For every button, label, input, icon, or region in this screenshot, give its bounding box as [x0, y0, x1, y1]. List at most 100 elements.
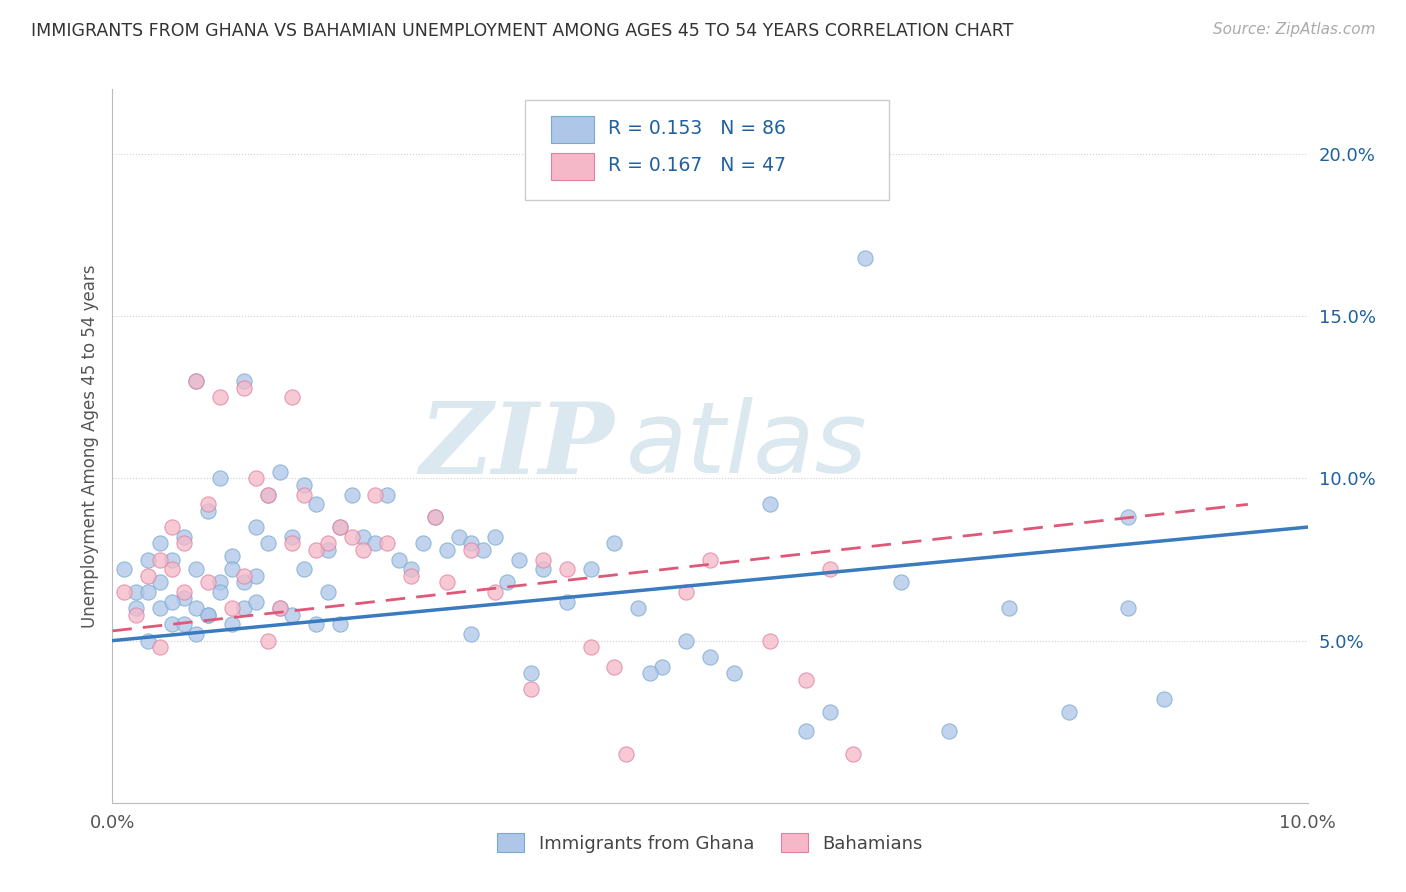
Point — [149, 601, 172, 615]
Point — [197, 607, 219, 622]
Point — [257, 488, 280, 502]
Point — [401, 562, 423, 576]
Point — [531, 562, 554, 576]
Point — [186, 601, 208, 615]
Point — [114, 585, 135, 599]
Point — [233, 601, 256, 615]
Point — [292, 488, 315, 502]
Point — [484, 530, 506, 544]
Point — [412, 536, 434, 550]
Point — [603, 536, 626, 550]
Point — [675, 585, 697, 599]
Point — [449, 530, 471, 544]
Point — [998, 601, 1021, 615]
Point — [233, 381, 256, 395]
Point — [197, 575, 219, 590]
Point — [257, 488, 280, 502]
Point — [340, 530, 363, 544]
Text: atlas: atlas — [627, 398, 868, 494]
Point — [162, 617, 183, 632]
Point — [842, 747, 865, 761]
Y-axis label: Unemployment Among Ages 45 to 54 years: Unemployment Among Ages 45 to 54 years — [80, 264, 98, 628]
Point — [531, 552, 554, 566]
Point — [364, 536, 387, 550]
Point — [555, 595, 578, 609]
Point — [186, 562, 208, 576]
Point — [209, 585, 232, 599]
Point — [125, 585, 148, 599]
Point — [1118, 510, 1140, 524]
Point — [233, 568, 256, 582]
Point — [281, 390, 304, 404]
Point — [484, 585, 506, 599]
Point — [186, 627, 208, 641]
Point — [627, 601, 650, 615]
FancyBboxPatch shape — [551, 116, 595, 143]
Point — [221, 562, 243, 576]
Point — [794, 724, 817, 739]
Point — [364, 488, 387, 502]
Point — [221, 549, 243, 564]
Point — [114, 562, 135, 576]
Point — [305, 617, 328, 632]
Text: R = 0.167   N = 47: R = 0.167 N = 47 — [609, 156, 786, 175]
Point — [460, 627, 482, 641]
Point — [233, 575, 256, 590]
Point — [377, 536, 399, 550]
Point — [173, 530, 195, 544]
Point — [699, 649, 721, 664]
Point — [173, 536, 195, 550]
Point — [162, 552, 183, 566]
Point — [162, 595, 183, 609]
Point — [675, 633, 697, 648]
Point — [353, 530, 375, 544]
Point — [209, 575, 232, 590]
Point — [818, 705, 841, 719]
Text: R = 0.153   N = 86: R = 0.153 N = 86 — [609, 119, 786, 138]
Point — [186, 374, 208, 388]
Point — [1153, 692, 1175, 706]
Point — [377, 488, 399, 502]
FancyBboxPatch shape — [551, 153, 595, 180]
Point — [269, 601, 291, 615]
Point — [329, 617, 352, 632]
Point — [316, 585, 339, 599]
Point — [425, 510, 447, 524]
Point — [460, 536, 482, 550]
Point — [938, 724, 960, 739]
Point — [149, 575, 172, 590]
Point — [209, 390, 232, 404]
Point — [794, 673, 817, 687]
Point — [173, 591, 195, 606]
Text: Source: ZipAtlas.com: Source: ZipAtlas.com — [1212, 22, 1375, 37]
Point — [281, 607, 304, 622]
Point — [436, 542, 458, 557]
Point — [340, 488, 363, 502]
Point — [173, 617, 195, 632]
Point — [603, 659, 626, 673]
Point — [209, 471, 232, 485]
Point — [197, 607, 219, 622]
Point — [245, 520, 267, 534]
Point — [890, 575, 912, 590]
Point — [125, 601, 148, 615]
Point — [699, 552, 721, 566]
Point — [640, 666, 662, 681]
Point — [579, 640, 602, 654]
Point — [149, 552, 172, 566]
Point — [162, 562, 183, 576]
Point — [723, 666, 745, 681]
Point — [292, 562, 315, 576]
Point — [305, 497, 328, 511]
Point — [281, 530, 304, 544]
Text: ZIP: ZIP — [419, 398, 614, 494]
Point — [436, 575, 458, 590]
Point — [1118, 601, 1140, 615]
Point — [138, 633, 160, 648]
Point — [401, 568, 423, 582]
Point — [329, 520, 352, 534]
Point — [388, 552, 411, 566]
Text: IMMIGRANTS FROM GHANA VS BAHAMIAN UNEMPLOYMENT AMONG AGES 45 TO 54 YEARS CORRELA: IMMIGRANTS FROM GHANA VS BAHAMIAN UNEMPL… — [31, 22, 1014, 40]
Point — [759, 633, 782, 648]
Point — [149, 536, 172, 550]
